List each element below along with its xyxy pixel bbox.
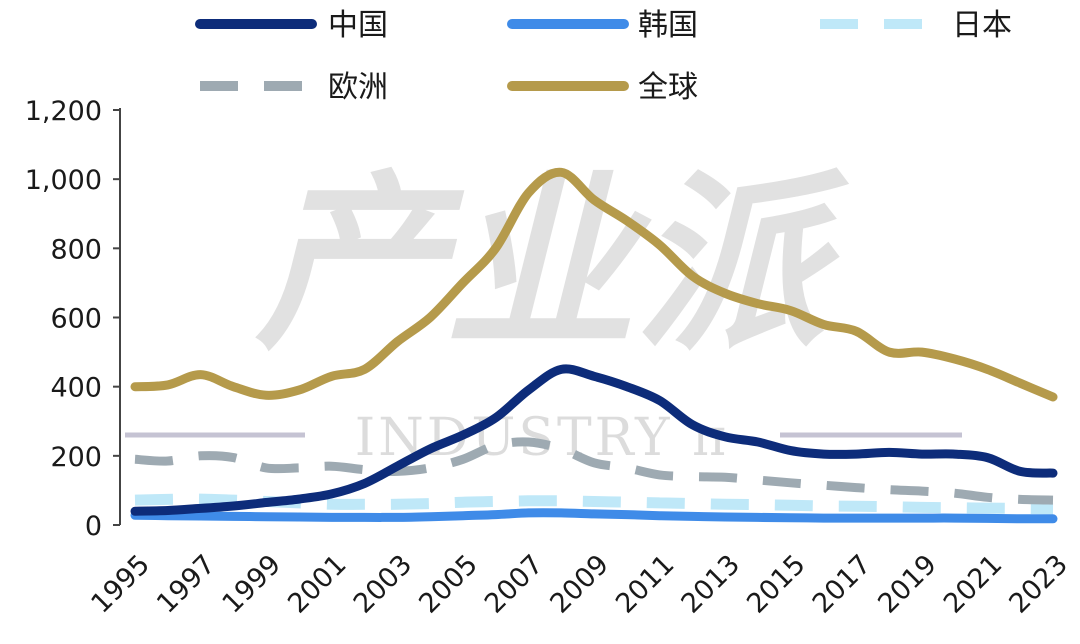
legend-label-2: 韩国 xyxy=(638,8,698,43)
series-line-1 xyxy=(130,364,1058,516)
x-tick-label: 1999 xyxy=(217,549,288,620)
x-tick-label: 2011 xyxy=(610,549,681,620)
legend-label-1: 中国 xyxy=(328,8,388,43)
x-tick-label: 2007 xyxy=(479,549,550,620)
watermark: 产业派 INDUSTRY π xyxy=(125,154,962,468)
x-tick-label: 2001 xyxy=(282,549,353,620)
legend-label-4: 欧洲 xyxy=(328,70,388,105)
x-tick-label: 2003 xyxy=(348,549,419,620)
y-tick-label: 1,000 xyxy=(25,165,102,196)
watermark-logo-text: 产业派 xyxy=(255,154,850,375)
x-tick-label: 2009 xyxy=(544,549,615,620)
series-line-5 xyxy=(130,167,1058,402)
x-tick-label: 1997 xyxy=(151,549,222,620)
legend-label-3: 日本 xyxy=(952,8,1012,43)
y-tick-label: 400 xyxy=(50,373,102,404)
x-tick-label: 2023 xyxy=(1003,549,1074,620)
series-layer xyxy=(130,167,1058,524)
x-tick-label: 2017 xyxy=(807,549,878,620)
y-tick-label: 0 xyxy=(85,511,102,542)
x-tick-label: 2005 xyxy=(413,549,484,620)
legend-label-5: 全球 xyxy=(638,70,698,105)
series-line-2 xyxy=(130,508,1058,524)
x-tick-label: 2015 xyxy=(741,549,812,620)
y-tick-label: 200 xyxy=(50,442,102,473)
x-tick-label: 2021 xyxy=(938,549,1009,620)
series-line-4 xyxy=(134,437,1054,505)
y-tick-label: 800 xyxy=(50,234,102,265)
y-tick-label: 1,200 xyxy=(25,96,102,127)
x-tick-label: 2019 xyxy=(872,549,943,620)
y-tick-label: 600 xyxy=(50,304,102,335)
x-tick-label: 1995 xyxy=(85,549,156,620)
x-tick-label: 2013 xyxy=(676,549,747,620)
